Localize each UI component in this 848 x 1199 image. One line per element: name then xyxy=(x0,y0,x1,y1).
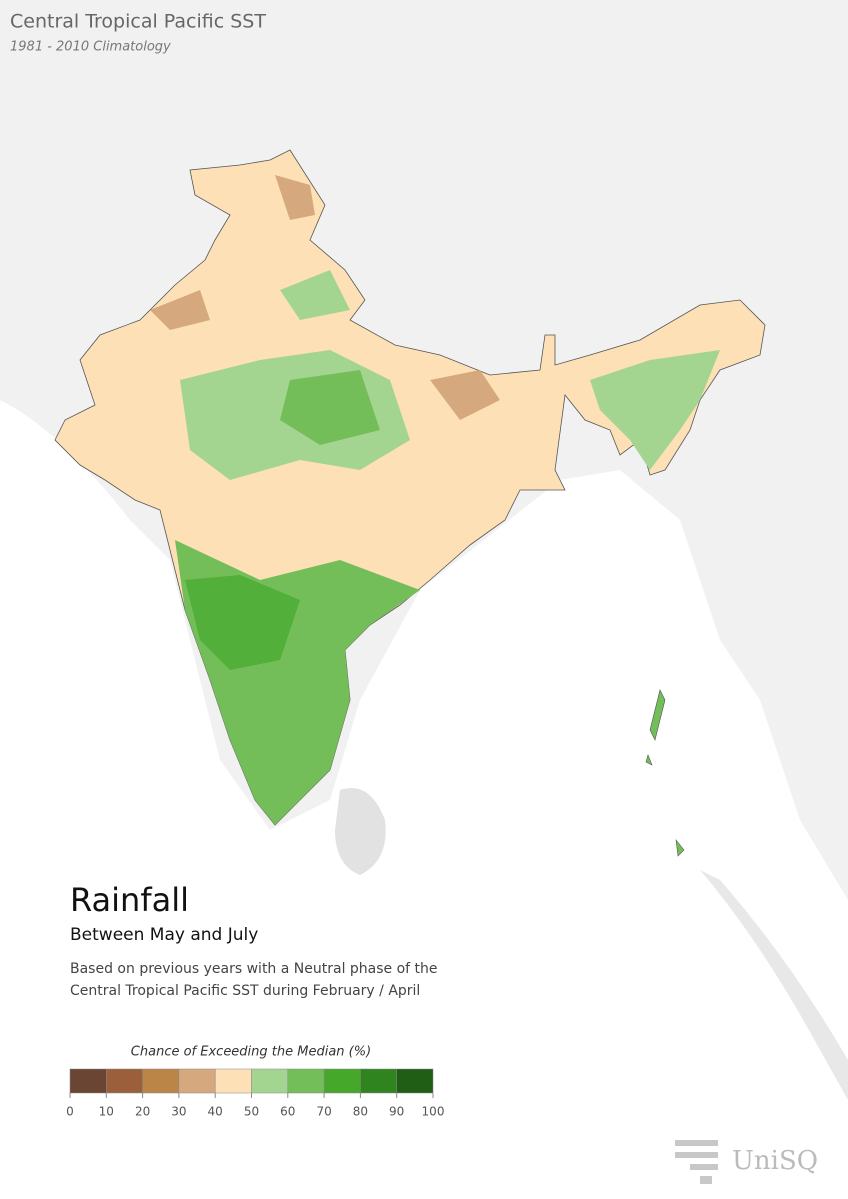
logo: UniSQ xyxy=(675,1140,818,1184)
legend-tick-label: 100 xyxy=(422,1105,445,1119)
logo-mark xyxy=(675,1140,718,1184)
legend-swatch xyxy=(178,1068,216,1094)
legend-tick-label: 90 xyxy=(389,1105,404,1119)
legend-tick-label: 20 xyxy=(135,1105,150,1119)
legend-swatch xyxy=(360,1068,397,1094)
region-east xyxy=(430,370,500,420)
legend-swatch xyxy=(106,1068,143,1094)
legend-swatch xyxy=(142,1068,180,1094)
legend-swatch xyxy=(251,1068,289,1094)
legend-tick-label: 40 xyxy=(208,1105,223,1119)
panel-subtitle: Between May and July xyxy=(70,925,258,945)
logo-text: UniSQ xyxy=(732,1146,818,1176)
legend-swatch xyxy=(396,1068,434,1094)
header-title: Central Tropical Pacific SST xyxy=(10,11,266,33)
panel-description: Based on previous years with a Neutral p… xyxy=(70,961,438,977)
panel-title: Rainfall xyxy=(70,881,189,919)
region-kashmir xyxy=(275,175,315,220)
legend-swatch xyxy=(323,1068,361,1094)
region-north xyxy=(280,270,350,320)
legend-tick-label: 10 xyxy=(99,1105,114,1119)
legend-tick-label: 60 xyxy=(280,1105,295,1119)
legend-swatch xyxy=(69,1068,107,1094)
legend-tick-label: 30 xyxy=(171,1105,186,1119)
sea xyxy=(0,400,848,1199)
sri-lanka xyxy=(335,788,386,875)
legend-tick-label: 80 xyxy=(353,1105,368,1119)
region-northeast xyxy=(590,350,720,470)
legend-swatch xyxy=(214,1068,252,1094)
panel-description: Central Tropical Pacific SST during Febr… xyxy=(70,983,420,999)
region-west xyxy=(150,290,210,330)
legend-title: Chance of Exceeding the Median (%) xyxy=(131,1045,371,1060)
legend: 0 10 20 30 40 50 60 70 80 90 100 xyxy=(66,1068,445,1119)
legend-tick-label: 0 xyxy=(66,1105,74,1119)
legend-swatch xyxy=(287,1068,325,1094)
region-central-dark xyxy=(280,370,380,445)
legend-tick-label: 70 xyxy=(316,1105,331,1119)
legend-tick-label: 50 xyxy=(244,1105,259,1119)
header-subtitle: 1981 - 2010 Climatology xyxy=(10,40,171,55)
islands xyxy=(645,689,685,857)
region-south-dark xyxy=(185,575,300,670)
